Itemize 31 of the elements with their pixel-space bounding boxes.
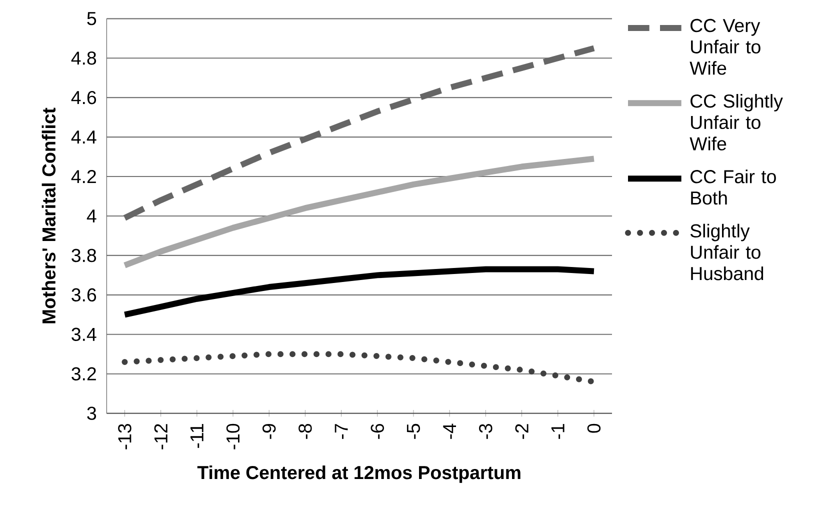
x-tick-label: -8 xyxy=(298,424,312,439)
y-tick-label: 5 xyxy=(87,12,96,26)
x-tick-label: -12 xyxy=(154,424,168,450)
y-tick-label: 4.4 xyxy=(71,130,96,144)
x-tick-label: -6 xyxy=(370,424,384,439)
y-axis-title: Mothers' Marital Conflict xyxy=(42,108,56,324)
x-tick-label: 0 xyxy=(587,424,601,433)
y-tick-label: 4 xyxy=(86,210,96,222)
legend-label: Slightly Unfair to Husband xyxy=(690,224,764,280)
y-tick-label: 4.8 xyxy=(71,52,96,65)
legend-label: CC Very Unfair to Wife xyxy=(690,18,760,75)
x-tick-label: -13 xyxy=(118,424,132,450)
x-tick-label: -10 xyxy=(226,424,240,450)
x-tick-label: -4 xyxy=(443,424,456,439)
y-tick-label: 3.6 xyxy=(72,288,96,302)
y-tick-label: 4.2 xyxy=(71,170,96,184)
legend-label: CC Slightly Unfair to Wife xyxy=(690,94,783,150)
y-tick-label: 3.8 xyxy=(72,248,96,262)
legend-label: CC Fair to Both xyxy=(690,170,776,205)
x-axis-title: Time Centered at 12mos Postpartum xyxy=(197,465,520,483)
y-tick-label: 4.6 xyxy=(71,90,96,104)
x-tick-label: -9 xyxy=(262,424,276,439)
x-tick-label: -3 xyxy=(479,424,492,439)
x-tick-label: -1 xyxy=(551,424,564,439)
y-tick-label: 3 xyxy=(87,406,96,420)
x-tick-label: -7 xyxy=(334,424,348,439)
x-tick-label: -11 xyxy=(190,424,204,448)
x-tick-label: -2 xyxy=(515,424,528,439)
y-tick-label: 3.4 xyxy=(72,328,96,341)
y-tick-label: 3.2 xyxy=(72,367,96,380)
x-tick-label: -5 xyxy=(406,424,420,439)
